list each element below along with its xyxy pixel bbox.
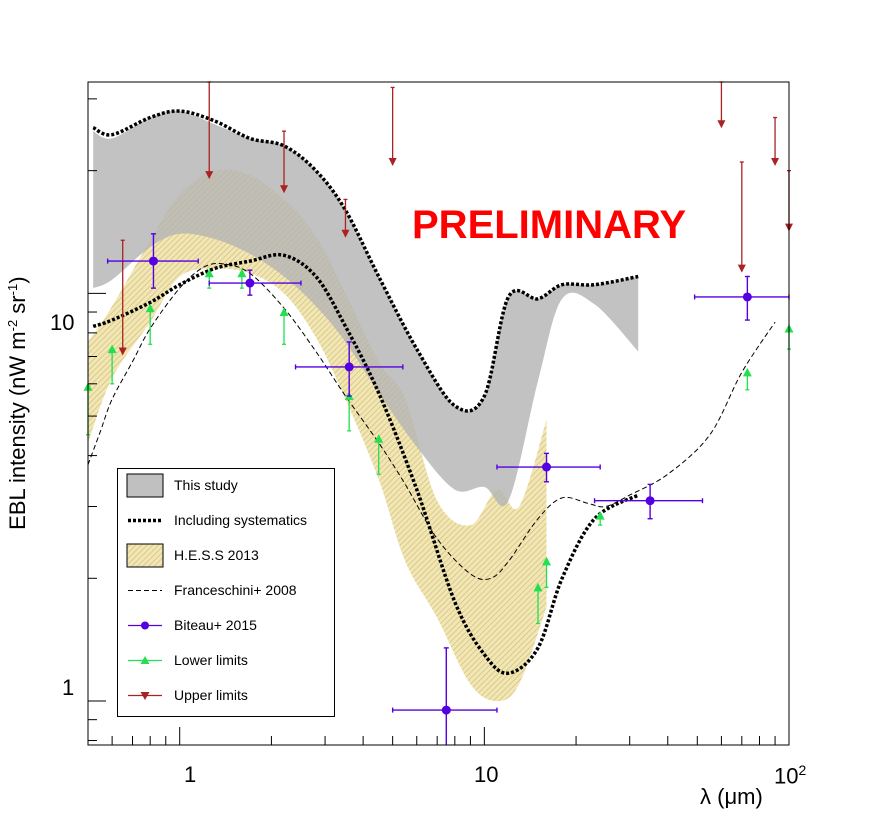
legend-item-systematics: Including systematics [118, 504, 334, 538]
legend: This study Including systematics H.E.S.S… [117, 468, 335, 717]
legend-label: H.E.S.S 2013 [174, 547, 259, 563]
legend-label: Including systematics [174, 512, 308, 528]
x-tick-label-1: 1 [184, 762, 197, 787]
legend-triangle-up-icon [128, 656, 162, 664]
bands-layer [88, 110, 639, 701]
hess-2013-band [88, 169, 547, 701]
legend-label: This study [174, 477, 238, 493]
upper-limit-marker [771, 116, 780, 167]
legend-triangle-down-icon [128, 692, 162, 700]
legend-item-hess: H.E.S.S 2013 [118, 539, 334, 573]
this-study-band [93, 110, 639, 507]
legend-swatch-band-icon [126, 473, 164, 498]
legend-label: Biteau+ 2015 [174, 617, 257, 633]
plot-frame [87, 81, 790, 746]
legend-dashed-line-icon [128, 590, 162, 591]
upper-limit-marker [280, 130, 289, 194]
x-tick-label-10: 10 [474, 762, 499, 787]
y-tick-label-10: 10 [50, 310, 75, 335]
legend-item-upper-limits: Upper limits [118, 679, 334, 713]
legend-dotted-line-icon [128, 518, 162, 523]
legend-item-lower-limits: Lower limits [118, 644, 334, 678]
upper-limit-marker [341, 198, 350, 238]
lower-limit-marker [542, 556, 552, 589]
upper-limit-marker [118, 239, 127, 356]
axes-layer [87, 81, 790, 746]
systematics-upper-line [92, 109, 639, 413]
y-tick-label-1: 1 [62, 675, 75, 700]
legend-label: Upper limits [174, 687, 248, 703]
biteau-2015-point [294, 341, 404, 397]
lower-limit-marker [107, 344, 117, 385]
lower-limit-marker [374, 434, 384, 475]
legend-item-biteau: Biteau+ 2015 [118, 609, 334, 643]
upper-limit-marker [388, 86, 397, 167]
preliminary-watermark: PRELIMINARY [412, 203, 687, 247]
lower-limit-marker [533, 582, 543, 625]
x-axis-label: λ (μm) [700, 784, 763, 809]
biteau-2015-point [593, 483, 704, 520]
franceschini-2008-line [88, 263, 776, 581]
biteau-2015-point [391, 647, 498, 745]
legend-label: Lower limits [174, 652, 248, 668]
biteau-2015-point [693, 275, 790, 321]
upper-limit-marker [717, 81, 726, 129]
y-axis-label: EBL intensity (nW m-2 sr-1) [4, 276, 31, 530]
lower-limit-marker [145, 303, 155, 345]
biteau-2015-point [208, 269, 302, 296]
lower-limit-marker [237, 268, 247, 289]
legend-label: Franceschini+ 2008 [174, 582, 297, 598]
points-layer [83, 81, 794, 745]
lower-limit-marker [279, 307, 289, 345]
lines-layer [88, 109, 776, 675]
biteau-2015-point [106, 233, 199, 289]
x-tick-label-100: 102 [774, 762, 807, 789]
systematics-lower-line [92, 252, 640, 675]
lower-limit-marker [595, 511, 605, 526]
legend-item-franceschini: Franceschini+ 2008 [118, 574, 334, 608]
biteau-2015-point [496, 452, 601, 483]
lower-limit-marker [742, 367, 752, 391]
legend-item-this-study: This study [118, 469, 334, 503]
legend-hatched-band-icon [126, 543, 164, 568]
upper-limit-marker [737, 161, 746, 273]
legend-circle-marker-icon [128, 621, 162, 630]
